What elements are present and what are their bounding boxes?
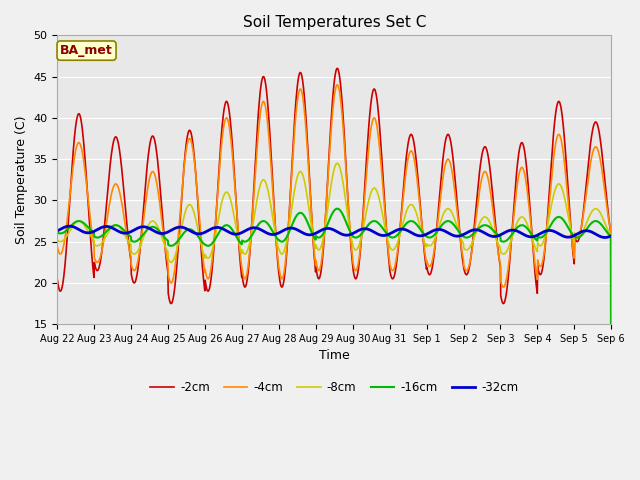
-16cm — [542, 230, 550, 236]
-8cm — [163, 248, 171, 253]
Line: -16cm: -16cm — [58, 209, 611, 448]
-32cm — [493, 233, 500, 239]
-8cm — [333, 160, 341, 166]
-32cm — [601, 235, 609, 240]
-8cm — [54, 238, 61, 243]
Text: BA_met: BA_met — [60, 44, 113, 57]
Legend: -2cm, -4cm, -8cm, -16cm, -32cm: -2cm, -4cm, -8cm, -16cm, -32cm — [146, 377, 523, 399]
-4cm — [542, 237, 550, 243]
-32cm — [239, 229, 247, 235]
Y-axis label: Soil Temperature (C): Soil Temperature (C) — [15, 116, 28, 244]
-16cm — [239, 238, 246, 244]
-8cm — [239, 248, 246, 254]
-2cm — [239, 275, 246, 281]
Line: -4cm: -4cm — [58, 85, 611, 448]
-4cm — [420, 247, 428, 253]
Line: -8cm: -8cm — [58, 163, 611, 448]
Line: -2cm: -2cm — [58, 68, 611, 448]
-4cm — [607, 445, 615, 451]
-2cm — [493, 237, 500, 242]
-32cm — [65, 223, 73, 229]
Title: Soil Temperatures Set C: Soil Temperatures Set C — [243, 15, 426, 30]
-2cm — [54, 277, 61, 283]
-16cm — [333, 206, 341, 212]
-32cm — [54, 228, 61, 234]
-2cm — [607, 445, 615, 451]
-4cm — [333, 82, 341, 88]
-16cm — [54, 230, 61, 236]
-16cm — [420, 232, 428, 238]
-2cm — [177, 211, 184, 217]
-8cm — [493, 238, 500, 244]
-4cm — [177, 205, 184, 211]
-32cm — [542, 228, 550, 234]
-16cm — [607, 445, 615, 451]
-8cm — [607, 445, 615, 451]
-16cm — [493, 231, 500, 237]
-4cm — [54, 244, 61, 250]
-8cm — [542, 230, 550, 236]
-16cm — [177, 234, 184, 240]
-2cm — [542, 237, 550, 243]
-4cm — [493, 240, 500, 246]
-2cm — [163, 264, 171, 269]
-2cm — [333, 65, 341, 71]
Line: -32cm: -32cm — [58, 226, 611, 238]
-4cm — [239, 268, 246, 274]
-2cm — [420, 251, 428, 257]
-8cm — [420, 240, 428, 245]
-32cm — [164, 229, 172, 235]
-4cm — [163, 256, 171, 262]
-32cm — [607, 233, 615, 239]
X-axis label: Time: Time — [319, 349, 349, 362]
-8cm — [177, 229, 184, 235]
-32cm — [420, 232, 428, 238]
-32cm — [177, 224, 185, 230]
-16cm — [163, 237, 171, 243]
